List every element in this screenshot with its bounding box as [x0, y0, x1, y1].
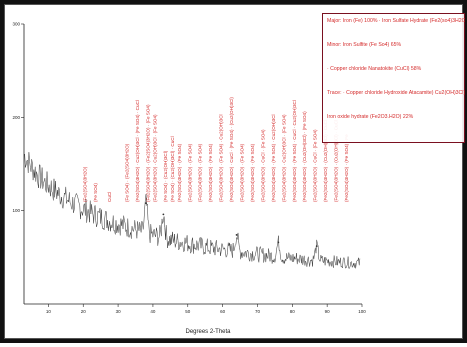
y-tick-label: 100 [12, 208, 20, 213]
x-axis-title: Degrees 2-Theta [185, 329, 231, 335]
x-tick-label: 90 [325, 309, 331, 314]
peak-annotation: (Fe2(SO4)3H2O) · (Fe SO4) · CuCl · Cu2(O… [292, 100, 297, 202]
peak-annotation: (Fe2(SO4)3H2O) · (Cu2(OH)3Cl) · (Fe SO4) [302, 111, 307, 202]
legend-entry: Iron oxide hydrate (Fe2O3.H2O) 22% [327, 114, 414, 120]
x-tick-label: 60 [220, 309, 226, 314]
peak-annotation: (Fe2(SO4)3H2O) · (Fe SO4) [240, 143, 245, 202]
peak-annotation: (Fe2(SO4)3H2O) · (Fe SO4) [187, 143, 192, 202]
peak-annotation: (Fe2(SO4)3H2O) · (Fe SO4) · Cu2(OH)3Cl [271, 114, 276, 202]
peak-marker [162, 213, 165, 216]
peak-annotation: (Fe2(SO4)3H2O) · CuCl · (Fe SO4) [260, 129, 265, 202]
y-tick-label: 300 [12, 22, 20, 27]
peak-annotation: (Fe2(SO4)3H2O) · (Fe SO4) [208, 143, 213, 202]
x-tick-label: 70 [255, 309, 261, 314]
peak-annotation: (Fe2(SO4)3H2O) · CuCl · (Fe SO4) [313, 129, 318, 202]
peak-annotation: (Fe SO4) · (Cu2(OH)3Cl) · CuCl [170, 136, 175, 202]
peak-marker [145, 202, 147, 205]
peak-marker [277, 241, 280, 244]
peak-annotation: (Fe2(SO4)3H2O) · (Fe SO4) [198, 143, 203, 202]
peak-annotation: (Fe2(SO4)3H2O) · Cu2(OH)3Cl · (Fe SO4) [152, 114, 157, 202]
peak-annotation: (Fe SO4) · (Cu2(OH)3Cl) [163, 150, 168, 202]
x-tick-label: 20 [81, 309, 87, 314]
y-tick-label: 200 [12, 115, 20, 120]
peak-annotation: (Fe SO4) · (Fe2(SO4)3H2O) [125, 143, 130, 202]
peak-annotation: (Fe2(SO4)3H2O) · Cu2(OH)3Cl · (Fe SO4) [281, 114, 286, 202]
legend: Major: Iron (Fe) 100% · Iron Sulfate Hyd… [322, 13, 465, 143]
peak-annotation: (Fe2(SO4)3H2O) · (Cu2(OH)3Cl) · CuCl [334, 120, 339, 202]
peak-annotation: (Fe2(SO4)3H2O) · (Cu2(OH)3Cl) · CuCl [323, 120, 328, 202]
peak-annotation: (Fe2(SO4)3H2O) · CuCl · (Fe SO4) · (Cu2(… [229, 97, 234, 202]
peak-annotation: (Fe SO4) [93, 183, 98, 202]
peak-marker [235, 234, 238, 236]
peak-annotation: (Fe2(SO4)3H2O) · (Fe SO4) · Fe [344, 134, 349, 202]
peak-annotation: CuCl [107, 192, 112, 202]
peak-annotation: (Fe2(SO4)3H2O) · (Fe SO4) [177, 143, 182, 202]
x-tick-label: 100 [358, 309, 366, 314]
x-tick-label: 50 [185, 309, 191, 314]
peak-annotation: (Fe2(SO4)3H2O) · (Fe SO4) [250, 143, 255, 202]
peak-annotation: (Fe2(SO4)3H2O) · Cu2(OH)3Cl · (Fe SO4) ·… [135, 100, 140, 202]
x-tick-label: 40 [150, 309, 156, 314]
peak-annotation: (Fe2(SO4)3H2O) · (Fe2(SO4)3H2O) · (Fe SO… [145, 104, 150, 202]
peak-marker [315, 245, 318, 248]
x-tick-label: 30 [116, 309, 122, 314]
peak-annotation: (Fe2(SO4)3H2O) [83, 166, 88, 202]
xrd-chart: 10 20 30 40 50 60 70 80 90 100 100 200 300 (Fe2(SO4)3… [12, 22, 366, 315]
legend-entry: Minor: Iron Sulfite (Fe So4) 65% [327, 42, 402, 48]
x-tick-label: 10 [46, 309, 52, 314]
diffraction-trace [23, 152, 361, 269]
legend-entry: Trace: · Copper chloride Hydroxide Ataca… [327, 90, 465, 96]
peak-annotation: (Fe2(SO4)3H2O) · (Fe SO4) · Cu2(OH)3Cl [219, 114, 224, 202]
legend-entry: · Copper chloride Nanatokite (CuCl) 58% [327, 66, 422, 72]
legend-entry: Major: Iron (Fe) 100% · Iron Sulfate Hyd… [327, 18, 465, 24]
x-tick-label: 80 [290, 309, 296, 314]
